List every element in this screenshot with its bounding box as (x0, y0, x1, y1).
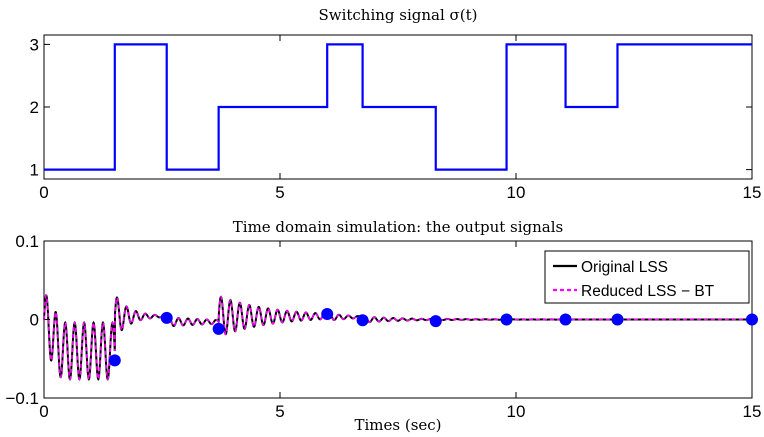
switching-instant-marker (160, 311, 173, 324)
y-tick-label: 3 (30, 35, 39, 54)
x-tick-label: 0 (39, 402, 48, 421)
x-tick-label: 15 (743, 183, 762, 202)
legend-box (544, 250, 750, 304)
switching-instant-marker (611, 313, 624, 326)
x-tick-label: 5 (275, 183, 284, 202)
chart-title: Time domain simulation: the output signa… (233, 218, 563, 236)
output-signals-chart: Time domain simulation: the output signa… (5, 218, 761, 434)
switching-instant-marker (321, 308, 334, 321)
switching-instant-marker (356, 314, 369, 327)
x-tick-label: 10 (507, 183, 526, 202)
legend-label-reduced: Reduced LSS − BT (581, 283, 715, 300)
series-line-switching-signal (44, 43, 752, 171)
y-tick-label: −0.1 (5, 389, 39, 408)
switching-instant-marker (746, 313, 758, 326)
x-tick-label: 0 (39, 183, 48, 202)
legend-label-original: Original LSS (581, 259, 668, 276)
switching-instant-marker (108, 354, 121, 367)
y-tick-label: 0.1 (15, 232, 39, 251)
chart-title: Switching signal σ(t) (318, 6, 477, 24)
switching-instant-marker (500, 313, 513, 326)
x-axis-label: Times (sec) (354, 416, 441, 434)
x-tick-label: 15 (743, 402, 762, 421)
y-tick-label: 1 (30, 161, 39, 180)
x-tick-label: 10 (507, 402, 526, 421)
y-tick-label: 2 (30, 98, 39, 117)
switching-instant-marker (559, 313, 572, 326)
switching-signal-chart: Switching signal σ(t) 0 5 10 15 1 2 3 (30, 6, 762, 202)
y-tick-label: 0 (30, 311, 39, 330)
x-tick-label: 5 (275, 402, 284, 421)
legend: Original LSS Reduced LSS − BT (544, 250, 750, 304)
switching-instant-marker (429, 315, 442, 328)
switching-instant-marker (212, 322, 225, 335)
